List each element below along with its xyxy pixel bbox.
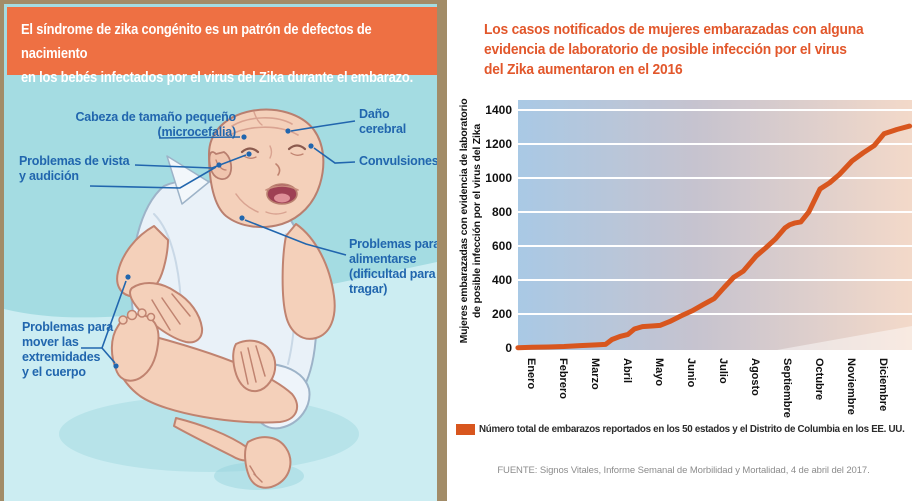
svg-text:Diciembre: Diciembre (877, 358, 889, 411)
legend-label: Número total de embarazos reportados en … (479, 423, 905, 435)
collar (166, 155, 210, 205)
label-seizures: Convulsiones (359, 154, 437, 168)
nose (275, 163, 281, 176)
baby-illustration (59, 108, 359, 490)
svg-text:Marzo: Marzo (589, 358, 601, 390)
label-vision-hearing: Problemas de vista y audición (19, 154, 130, 183)
svg-text:0: 0 (505, 341, 512, 355)
x-tick-labels: Enero Febrero Marzo Abril Mayo Junio Julio Agos… (525, 358, 889, 418)
bottom-foot (244, 436, 292, 489)
svg-text:Octubre: Octubre (813, 358, 825, 400)
gridlines (518, 109, 912, 315)
svg-text:1200: 1200 (485, 137, 512, 151)
leader-lines (81, 120, 356, 364)
label-small-head: Cabeza de tamaño pequeño (microcefalia) (75, 110, 236, 139)
svg-text:600: 600 (492, 239, 512, 253)
svg-text:Septiembre: Septiembre (781, 358, 793, 418)
header-text: El síndrome de zika congénito es un patr… (21, 22, 414, 86)
svg-text:Enero: Enero (525, 358, 537, 389)
svg-text:Mayo: Mayo (653, 358, 665, 386)
y-tick-labels: 0 200 400 600 800 1000 1200 1400 (485, 103, 512, 355)
left-panel-frame: El síndrome de zika congénito es un patr… (0, 0, 447, 501)
svg-text:1000: 1000 (485, 171, 512, 185)
left-eye (240, 147, 260, 154)
legend: Número total de embarazos reportados en … (456, 423, 918, 436)
line-chart: 0 200 400 600 800 1000 1200 1400 Enero Febrero Ma… (485, 100, 913, 418)
svg-text:Junio: Junio (685, 358, 697, 388)
left-hand (128, 282, 204, 344)
right-eye (287, 144, 307, 151)
legend-swatch (456, 424, 475, 435)
svg-text:400: 400 (492, 273, 512, 287)
label-brain-damage: Daño cerebral (359, 107, 407, 136)
data-line (515, 123, 913, 351)
left-panel: El síndrome de zika congénito es un patr… (4, 4, 437, 501)
header-banner: El síndrome de zika congénito es un patr… (7, 7, 437, 86)
right-hand (232, 339, 277, 393)
leader-dots (113, 128, 314, 369)
svg-text:1400: 1400 (485, 103, 512, 117)
page-curl (777, 326, 912, 350)
label-movement: Problemas para mover las extremidades y … (22, 320, 113, 379)
svg-text:800: 800 (492, 205, 512, 219)
right-panel: Los casos notificados de mujeres embaraz… (447, 0, 920, 501)
svg-text:Julio: Julio (717, 358, 729, 384)
svg-text:Febrero: Febrero (557, 358, 569, 399)
svg-text:200: 200 (492, 307, 512, 321)
up-foot (110, 313, 160, 382)
plot-area (518, 100, 912, 350)
right-arm (281, 223, 336, 340)
svg-text:Abril: Abril (621, 358, 633, 383)
label-feeding: Problemas para alimentarse (dificultad p… (349, 237, 437, 296)
chart-title: Los casos notificados de mujeres embaraz… (484, 21, 864, 78)
svg-text:Noviembre: Noviembre (845, 358, 857, 415)
source-note: FUENTE: Signos Vitales, Informe Semanal … (497, 465, 870, 476)
tongue (274, 193, 290, 203)
svg-text:Agosto: Agosto (749, 358, 761, 396)
